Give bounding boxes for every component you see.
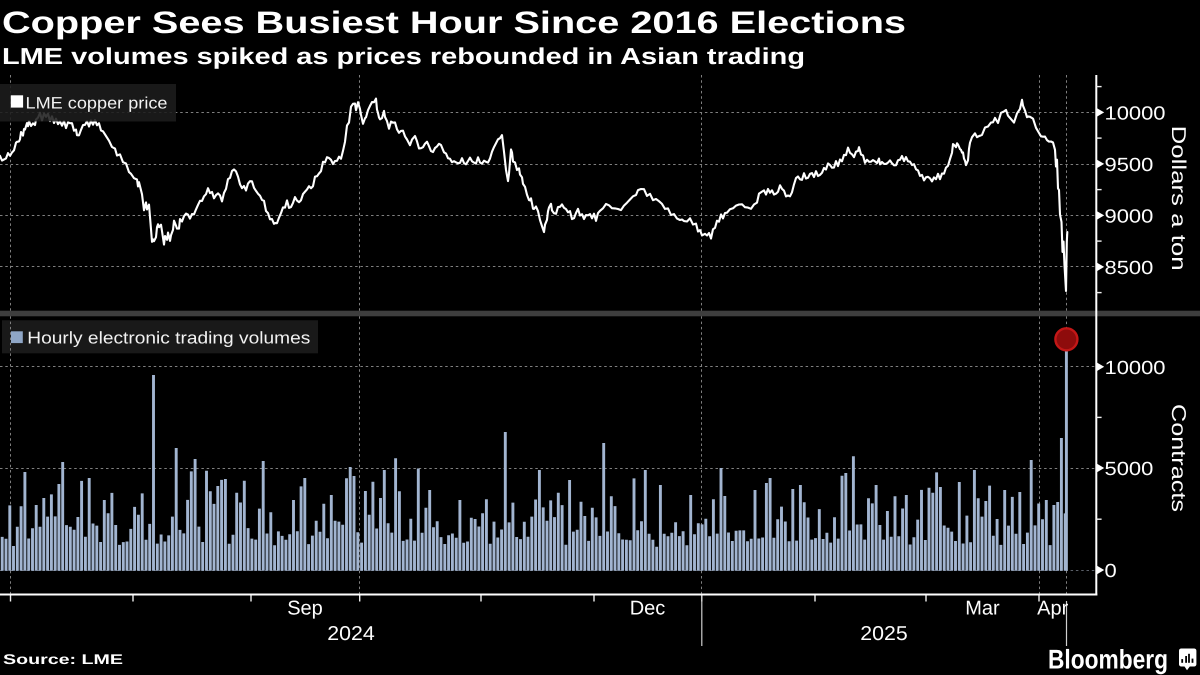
svg-text:Source: LME: Source: LME: [3, 651, 123, 667]
svg-text:LME copper price: LME copper price: [26, 94, 168, 112]
svg-text:Sep: Sep: [287, 598, 323, 620]
svg-text:Bloomberg: Bloomberg: [1048, 645, 1168, 675]
svg-text:Copper Sees Busiest Hour Since: Copper Sees Busiest Hour Since 2016 Elec…: [2, 5, 906, 40]
svg-text:9000: 9000: [1105, 206, 1154, 227]
svg-text:8500: 8500: [1105, 258, 1154, 279]
svg-text:0: 0: [1105, 561, 1117, 582]
svg-text:5000: 5000: [1105, 459, 1154, 480]
svg-text:Dollars a ton: Dollars a ton: [1167, 126, 1189, 271]
svg-text:2025: 2025: [860, 623, 908, 645]
svg-text:Mar: Mar: [965, 598, 1000, 620]
svg-text:10000: 10000: [1105, 103, 1166, 124]
svg-text:9500: 9500: [1105, 155, 1154, 176]
svg-text:Hourly electronic trading volu: Hourly electronic trading volumes: [27, 329, 310, 348]
svg-text:10000: 10000: [1105, 358, 1166, 379]
svg-text:2024: 2024: [327, 623, 375, 645]
svg-text:Contracts: Contracts: [1167, 404, 1189, 512]
svg-text:Apr: Apr: [1037, 598, 1068, 620]
svg-text:LME volumes spiked as prices r: LME volumes spiked as prices rebounded i…: [2, 43, 805, 69]
svg-text:Dec: Dec: [630, 598, 666, 620]
